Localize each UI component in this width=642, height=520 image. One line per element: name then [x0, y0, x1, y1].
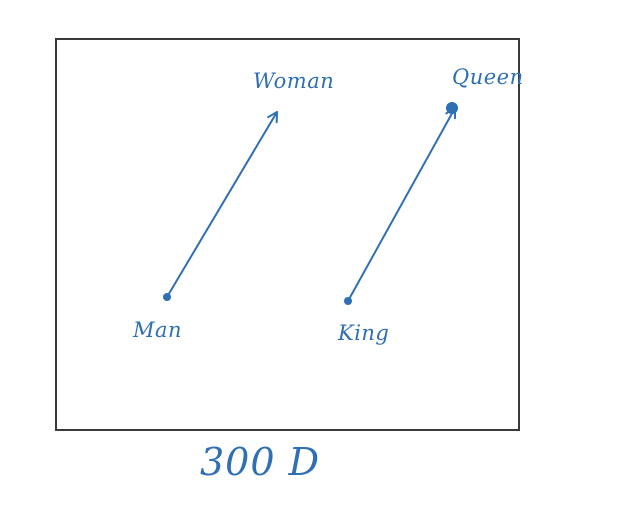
- arrow-man-to-woman: [166, 111, 278, 298]
- point-king: [344, 297, 352, 305]
- label-man: Man: [132, 318, 182, 342]
- label-king: King: [337, 321, 389, 345]
- arrow-king-to-queen: [347, 107, 457, 302]
- vector-space-frame: [55, 38, 520, 431]
- dimension-caption: 300 D: [200, 440, 320, 484]
- label-woman: Woman: [253, 69, 334, 93]
- label-queen: Queen: [452, 65, 524, 89]
- point-queen: [446, 102, 458, 114]
- point-man: [163, 293, 171, 301]
